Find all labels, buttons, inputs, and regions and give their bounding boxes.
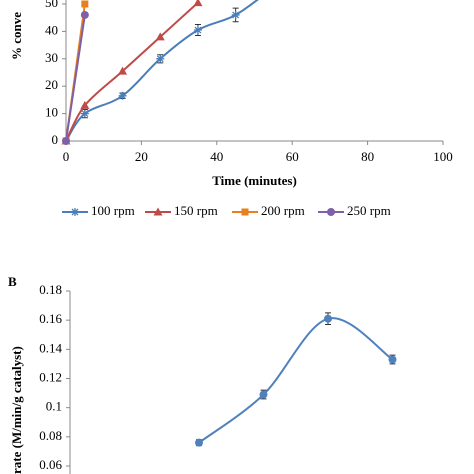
line (65, 14, 86, 142)
y-axis-label: % conve (9, 12, 24, 60)
legend-item: 200 rpm (232, 203, 305, 218)
line (198, 317, 394, 444)
y-tick-label: 30 (45, 50, 58, 65)
legend-label: 100 rpm (91, 203, 135, 218)
legend-item: 250 rpm (318, 203, 391, 218)
x-tick-label: 60 (286, 149, 299, 164)
marker (231, 10, 240, 19)
y-tick-label: 0.18 (39, 282, 62, 297)
y-tick-label: 50 (45, 0, 58, 10)
y-tick-label: 10 (45, 105, 58, 120)
y-tick-label: 0.14 (39, 340, 62, 355)
marker (195, 438, 203, 447)
x-tick-label: 80 (361, 149, 374, 164)
y-tick-label: 0 (52, 132, 59, 147)
legend-item: 150 rpm (145, 203, 218, 218)
y-axis-label: rate (M/min/g catalyst) (9, 346, 24, 474)
x-tick-label: 20 (135, 149, 148, 164)
marker (388, 355, 397, 364)
legend-marker (153, 207, 163, 216)
y-tick-label: 0.06 (39, 457, 62, 472)
legend-marker (327, 208, 335, 216)
y-tick-label: 40 (45, 22, 58, 37)
x-tick-label: 40 (210, 149, 223, 164)
series (62, 10, 89, 145)
marker (80, 109, 89, 118)
x-tick-label: 0 (63, 149, 70, 164)
y-tick-label: 0.12 (39, 369, 62, 384)
series (62, 0, 259, 145)
legend-label: 200 rpm (261, 203, 305, 218)
marker (62, 137, 70, 145)
legend-item: 100 rpm (62, 203, 135, 218)
marker (259, 390, 268, 399)
legend-label: 250 rpm (347, 203, 391, 218)
marker (193, 0, 203, 7)
marker (80, 10, 89, 19)
y-tick-label: 20 (45, 77, 58, 92)
y-tick-label: 0.08 (39, 428, 62, 443)
y-tick-label: 0.1 (46, 399, 62, 414)
marker (193, 26, 202, 35)
panel-label: B (8, 274, 17, 289)
marker (80, 100, 90, 109)
series (195, 312, 397, 447)
marker (155, 32, 165, 41)
line (65, 1, 199, 142)
x-axis-label: Time (minutes) (212, 173, 297, 188)
marker (118, 66, 128, 75)
legend-marker (71, 208, 79, 216)
marker (81, 0, 89, 8)
y-tick-label: 0.16 (39, 311, 62, 326)
marker (324, 314, 332, 323)
legend-marker (241, 208, 249, 216)
x-tick-label: 100 (433, 149, 453, 164)
legend-label: 150 rpm (174, 203, 218, 218)
line (65, 0, 259, 142)
marker (118, 91, 127, 100)
marker (156, 54, 165, 63)
